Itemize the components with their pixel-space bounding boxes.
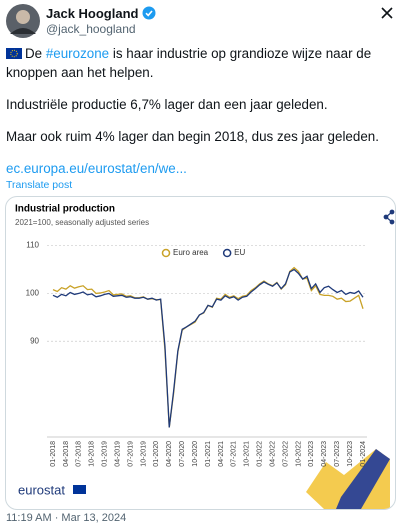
x-tick-label: 07-2023 [334,441,341,467]
chart-title: Industrial production [15,204,115,215]
text: De [25,46,46,61]
x-tick-label: 10-2021 [244,441,251,467]
x-tick-label: 01-2020 [153,441,160,467]
share-icon[interactable] [383,209,395,225]
series-line [52,268,364,428]
legend-marker [222,248,232,258]
x-tick-label: 10-2018 [89,441,96,467]
hashtag[interactable]: #eurozone [45,46,110,61]
paragraph: De #eurozone is haar industrie op grandi… [6,44,392,82]
x-tick-label: 04-2019 [114,441,121,467]
x-tick-label: 01-2021 [205,441,212,467]
y-tick-label: 90 [30,336,39,345]
x-tick-label: 01-2024 [360,441,367,467]
legend-marker [161,248,171,258]
y-tick-label: 110 [26,241,39,250]
x-tick-label: 01-2019 [102,441,109,467]
eu-flag [73,485,86,494]
avatar[interactable] [6,4,40,38]
x-tick-label: 01-2018 [50,441,57,467]
chart-subtitle: 2021=100, seasonally adjusted series [15,218,149,227]
chart: Industrial production 2021=100, seasonal… [15,204,395,509]
timestamp[interactable]: 11:19 AM · Mar 13, 2024 [6,512,127,524]
logo-shape [336,449,390,509]
x-tick-label: 07-2018 [76,441,83,467]
series-line [52,266,364,428]
x-tick-label: 07-2019 [127,441,134,467]
verified-badge [142,6,156,20]
legend-label: EU [234,248,245,257]
x-tick-label: 10-2019 [140,441,147,467]
eu-flag [6,48,22,59]
author-name[interactable]: Jack Hoogland [46,6,139,21]
author-handle[interactable]: @jack_hoogland [46,22,136,36]
x-tick-label: 04-2018 [63,441,70,467]
x-tick-label: 07-2020 [179,441,186,467]
x-tick-label: 10-2023 [347,441,354,467]
translate-link[interactable]: Translate post [6,179,73,191]
x-tick-label: 04-2023 [321,441,328,467]
text: is haar industrie op grandioze wijze naa… [6,46,372,80]
chart-card[interactable]: Industrial production 2021=100, seasonal… [5,196,396,510]
tweet-text: De #eurozone is haar industrie op grandi… [6,44,392,178]
x-tick-label: 01-2023 [308,441,315,467]
x-tick-label: 04-2020 [166,441,173,467]
paragraph: Industriële productie 6,7% lager dan een… [6,97,328,112]
x-tick-label: 10-2022 [295,441,302,467]
legend-label: Euro area [173,248,209,257]
x-tick-label: 04-2022 [269,441,276,467]
x-tick-label: 01-2022 [257,441,264,467]
x-tick-label: 07-2022 [282,441,289,467]
paragraph: Maar ook ruim 4% lager dan begin 2018, d… [6,129,379,144]
x-tick-label: 10-2020 [192,441,199,467]
y-tick-label: 100 [26,289,40,298]
source-logo: eurostat [18,482,65,497]
x-tick-label: 04-2021 [218,441,225,467]
x-tick-label: 07-2021 [231,441,238,467]
x-logo[interactable] [380,6,394,20]
link[interactable]: ec.europa.eu/eurostat/en/we... [6,161,187,176]
